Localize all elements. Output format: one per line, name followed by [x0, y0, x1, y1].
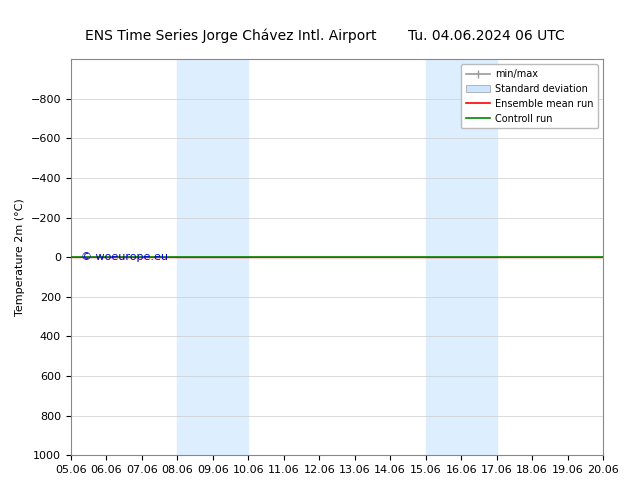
Bar — [425, 59, 496, 455]
Y-axis label: Temperature 2m (°C): Temperature 2m (°C) — [15, 198, 25, 316]
Legend: min/max, Standard deviation, Ensemble mean run, Controll run: min/max, Standard deviation, Ensemble me… — [461, 64, 598, 128]
Text: ENS Time Series Jorge Chávez Intl. Airport: ENS Time Series Jorge Chávez Intl. Airpo… — [85, 29, 376, 44]
Text: Tu. 04.06.2024 06 UTC: Tu. 04.06.2024 06 UTC — [408, 29, 564, 44]
Text: © woeurope.eu: © woeurope.eu — [81, 252, 169, 262]
Bar — [178, 59, 249, 455]
